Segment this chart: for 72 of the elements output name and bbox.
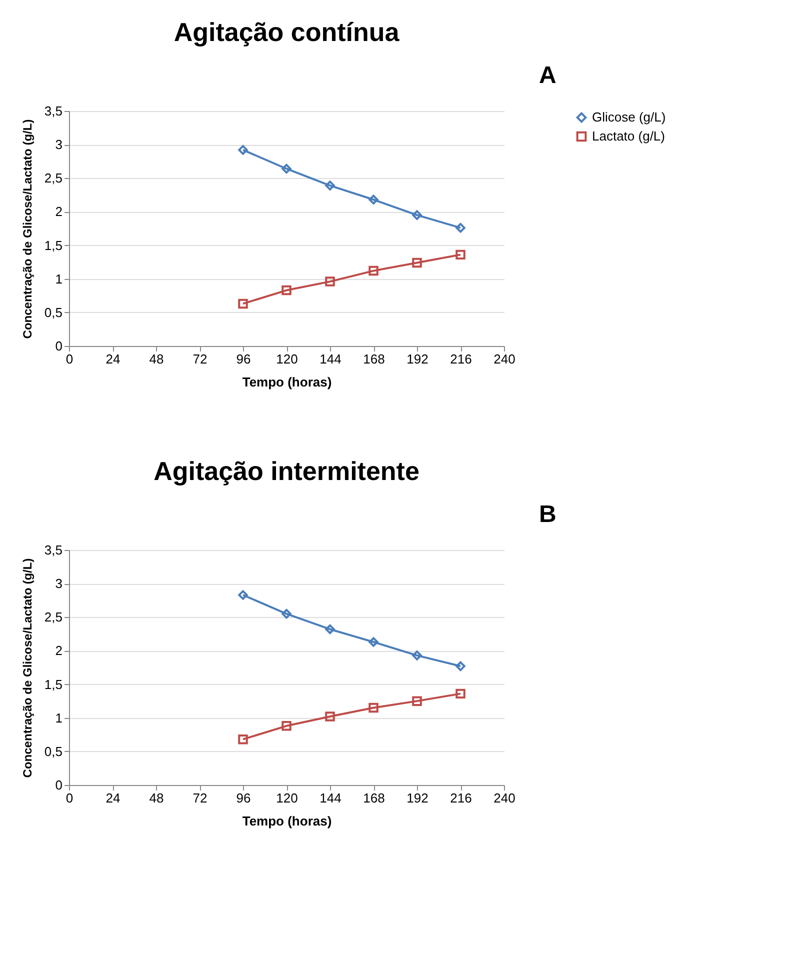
y-tick-label: 1	[55, 271, 62, 286]
point	[282, 721, 292, 731]
point	[238, 145, 248, 155]
y-tick-label: 1,5	[44, 676, 62, 692]
point	[238, 298, 248, 309]
x-tick-label: 96	[236, 352, 251, 366]
y-axis-title: Concentração de Glicose/Lactato (g/L)	[20, 119, 34, 339]
point	[238, 734, 248, 744]
x-tick-label: 240	[494, 790, 516, 806]
x-axis-title: Tempo (horas)	[242, 814, 332, 828]
y-tick-label: 0,5	[44, 744, 62, 759]
x-tick-label: 0	[66, 790, 74, 806]
text: B	[539, 501, 556, 528]
point	[412, 650, 422, 660]
y-tick-label: 3,5	[44, 104, 62, 118]
x-tick-label: 192	[406, 352, 428, 366]
text: A	[539, 62, 556, 89]
point	[456, 688, 466, 699]
point	[368, 266, 378, 276]
point	[282, 608, 292, 619]
x-tick-label: 144	[320, 352, 342, 366]
point	[325, 624, 335, 634]
y-tick-label: 0	[55, 338, 62, 354]
x-tick-label: 216	[450, 352, 472, 366]
x-tick-label: 120	[276, 352, 298, 366]
y-tick-label: 2	[55, 204, 62, 220]
y-tick-label: 3	[55, 576, 62, 592]
x-tick-label: 48	[149, 352, 164, 366]
x-tick-label: 168	[363, 352, 385, 366]
y-axis-title: Concentração de Glicose/Lactato (g/L)	[20, 558, 34, 778]
point	[456, 222, 466, 233]
legend-label: Glicose (g/L)	[592, 110, 666, 124]
y-tick-label: 3,5	[44, 542, 62, 558]
x-tick-label: 216	[450, 790, 472, 806]
point	[412, 210, 422, 220]
chart-title: Agitação contínua	[174, 17, 400, 47]
x-axis-title: Tempo (horas)	[242, 374, 332, 390]
x-tick-label: 168	[363, 790, 385, 806]
y-tick-label: 1	[55, 710, 62, 726]
chart-title: Agitação intermitente	[154, 456, 420, 486]
x-tick-label: 72	[192, 790, 208, 806]
y-tick-label: 0	[55, 778, 62, 792]
y-tick-label: 0,5	[44, 304, 62, 320]
point	[325, 180, 335, 190]
point	[456, 661, 466, 672]
x-tick-label: 72	[192, 352, 208, 366]
point	[325, 276, 335, 286]
y-tick-label: 2,5	[44, 610, 62, 625]
x-tick-label: 120	[276, 790, 298, 806]
point	[282, 285, 292, 296]
point	[368, 637, 378, 647]
legend-label: Lactato (g/L)	[592, 128, 665, 144]
point	[412, 258, 422, 268]
y-tick-label: 2	[55, 643, 62, 658]
point	[238, 590, 248, 600]
x-tick-label: 24	[106, 352, 120, 366]
x-tick-label: 0	[66, 352, 74, 366]
point	[368, 194, 378, 204]
point	[412, 696, 422, 706]
x-tick-label: 24	[106, 790, 120, 806]
x-tick-label: 192	[406, 790, 428, 806]
y-tick-label: 3	[55, 137, 62, 152]
x-tick-label: 96	[236, 790, 251, 806]
x-tick-label: 144	[320, 790, 342, 806]
y-tick-label: 2,5	[44, 170, 62, 186]
x-tick-label: 48	[149, 790, 164, 806]
x-tick-label: 240	[494, 352, 516, 366]
point	[325, 712, 335, 722]
point	[456, 250, 466, 260]
point	[368, 702, 378, 713]
point	[282, 164, 292, 174]
y-tick-label: 1,5	[44, 238, 62, 253]
